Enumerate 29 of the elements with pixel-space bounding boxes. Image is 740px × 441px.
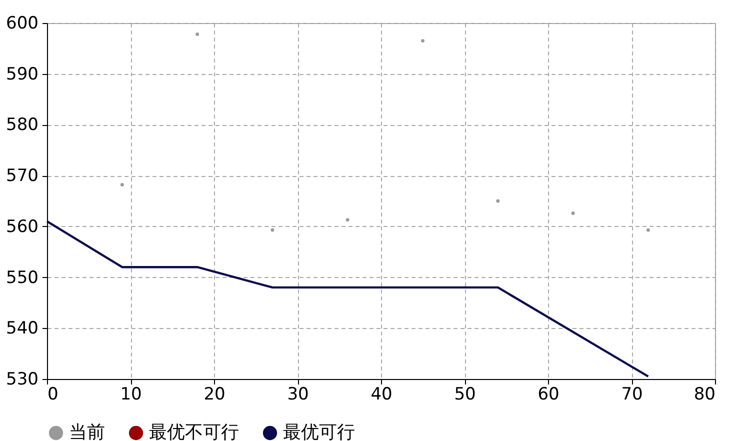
point [496, 199, 500, 203]
y-tick-label: 560 [6, 216, 38, 237]
x-tick-label: 20 [204, 384, 226, 404]
point [646, 228, 650, 232]
x-tick-label: 50 [454, 384, 476, 404]
point [571, 211, 575, 215]
x-tick-label: 30 [287, 384, 309, 404]
x-tick-label: 60 [538, 384, 560, 404]
y-tick-label: 550 [6, 268, 38, 288]
x-tick-label: 0 [48, 384, 58, 404]
point [421, 39, 424, 43]
y-tick-label: 530 [6, 370, 38, 390]
legend-label: 最优可行 [283, 422, 355, 441]
point [346, 218, 350, 222]
x-tick-label: 80 [694, 384, 716, 404]
x-tick-label: 10 [120, 384, 142, 404]
point [120, 182, 124, 186]
legend-label: 最优不可行 [149, 422, 239, 441]
line-series [46, 220, 650, 378]
y-tick-label: 600 [6, 14, 38, 34]
y-tick-label: 540 [6, 318, 38, 339]
legend-label: 当前 [69, 422, 105, 441]
y-tick-label: 590 [6, 64, 38, 84]
x-tick-label: 70 [621, 384, 643, 404]
x-tick-label: 40 [370, 384, 392, 404]
point [270, 228, 274, 232]
y-tick-label: 580 [6, 115, 38, 136]
y-tick-label: 570 [6, 166, 38, 186]
point [196, 32, 200, 36]
